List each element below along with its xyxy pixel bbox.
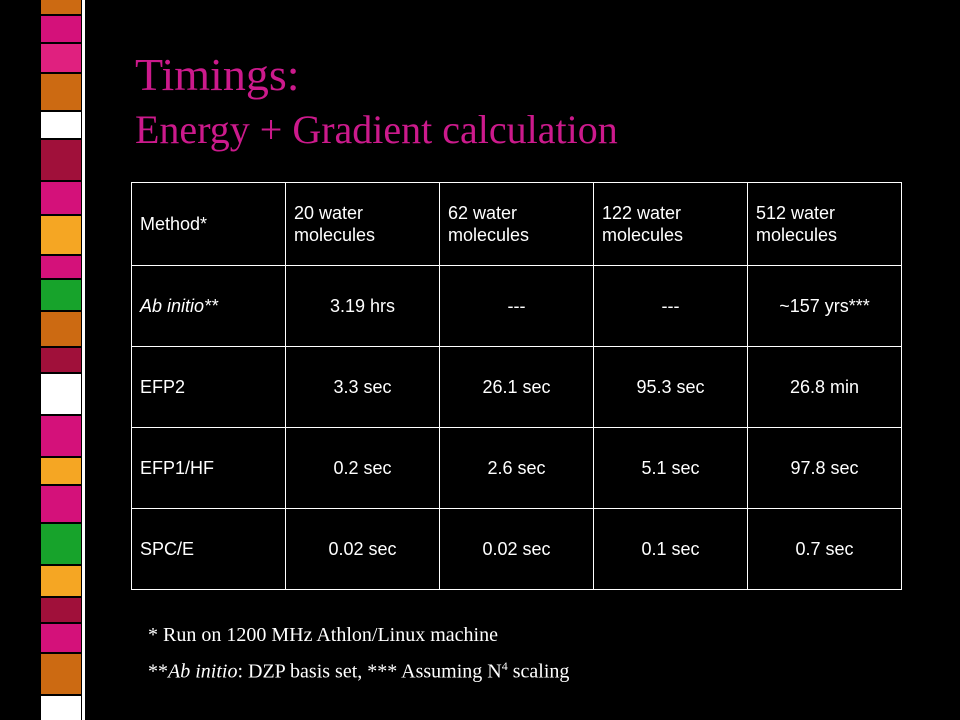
footnote-1: * Run on 1200 MHz Athlon/Linux machine	[148, 624, 498, 646]
table-cell: 0.1 sec	[593, 508, 748, 590]
stripe	[41, 182, 81, 214]
table-cell: 0.7 sec	[747, 508, 902, 590]
footnote-2-superscript: 4	[501, 659, 508, 673]
table-cell: 97.8 sec	[747, 427, 902, 509]
table-cell: 5.1 sec	[593, 427, 748, 509]
row-label: Ab initio**	[131, 265, 286, 347]
table-cell: 0.2 sec	[285, 427, 440, 509]
header-cell-512: 512 water molecules	[747, 182, 902, 266]
table-row: Ab initio** 3.19 hrs --- --- ~157 yrs***	[131, 265, 902, 347]
timings-table: Method* 20 water molecules 62 water mole…	[131, 182, 902, 590]
footnote-2-suffix: scaling	[507, 660, 570, 683]
footnotes: * Run on 1200 MHz Athlon/Linux machine *…	[148, 624, 569, 696]
decorative-stripe-bar	[40, 0, 85, 720]
table-cell: 26.1 sec	[439, 346, 594, 428]
stripe	[41, 348, 81, 372]
stripe	[41, 74, 81, 110]
table-header-row: Method* 20 water molecules 62 water mole…	[131, 182, 902, 266]
table-cell: 3.3 sec	[285, 346, 440, 428]
row-label: EFP1/HF	[131, 427, 286, 509]
stripe	[41, 416, 81, 456]
stripe	[41, 312, 81, 346]
header-cell-method: Method*	[131, 182, 286, 266]
stripe	[41, 374, 81, 414]
stripe	[41, 566, 81, 596]
stripe	[41, 486, 81, 522]
slide-title: Timings: Energy + Gradient calculation	[135, 52, 618, 150]
table-cell: 0.02 sec	[439, 508, 594, 590]
table-row: EFP1/HF 0.2 sec 2.6 sec 5.1 sec 97.8 sec	[131, 427, 902, 509]
title-line-1: Timings:	[135, 49, 300, 100]
stripe	[41, 256, 81, 278]
row-label: EFP2	[131, 346, 286, 428]
stripe	[41, 16, 81, 42]
footnote-2-prefix: **	[148, 660, 168, 683]
stripe	[41, 140, 81, 180]
stripe	[41, 44, 81, 72]
table-cell: ---	[593, 265, 748, 347]
row-label: SPC/E	[131, 508, 286, 590]
table-cell: 3.19 hrs	[285, 265, 440, 347]
table-cell: 95.3 sec	[593, 346, 748, 428]
header-cell-20: 20 water molecules	[285, 182, 440, 266]
title-line-2: Energy + Gradient calculation	[135, 107, 618, 152]
table-cell: ~157 yrs***	[747, 265, 902, 347]
stripe	[41, 624, 81, 652]
stripe	[41, 216, 81, 254]
footnote-2-italic: Ab initio	[168, 660, 238, 683]
stripe	[41, 524, 81, 564]
stripe	[41, 654, 81, 694]
header-cell-122: 122 water molecules	[593, 182, 748, 266]
stripe	[41, 0, 81, 14]
stripe	[41, 458, 81, 484]
table-cell: ---	[439, 265, 594, 347]
table-cell: 26.8 min	[747, 346, 902, 428]
table-row: SPC/E 0.02 sec 0.02 sec 0.1 sec 0.7 sec	[131, 508, 902, 590]
table-row: EFP2 3.3 sec 26.1 sec 95.3 sec 26.8 min	[131, 346, 902, 428]
footnote-2-mid: : DZP basis set, *** Assuming N	[237, 660, 502, 683]
header-cell-62: 62 water molecules	[439, 182, 594, 266]
table-cell: 0.02 sec	[285, 508, 440, 590]
stripe	[41, 598, 81, 622]
stripe	[41, 696, 81, 720]
table-cell: 2.6 sec	[439, 427, 594, 509]
stripe	[41, 112, 81, 138]
stripe	[41, 280, 81, 310]
footnote-2: **Ab initio: DZP basis set, *** Assuming…	[148, 659, 569, 684]
